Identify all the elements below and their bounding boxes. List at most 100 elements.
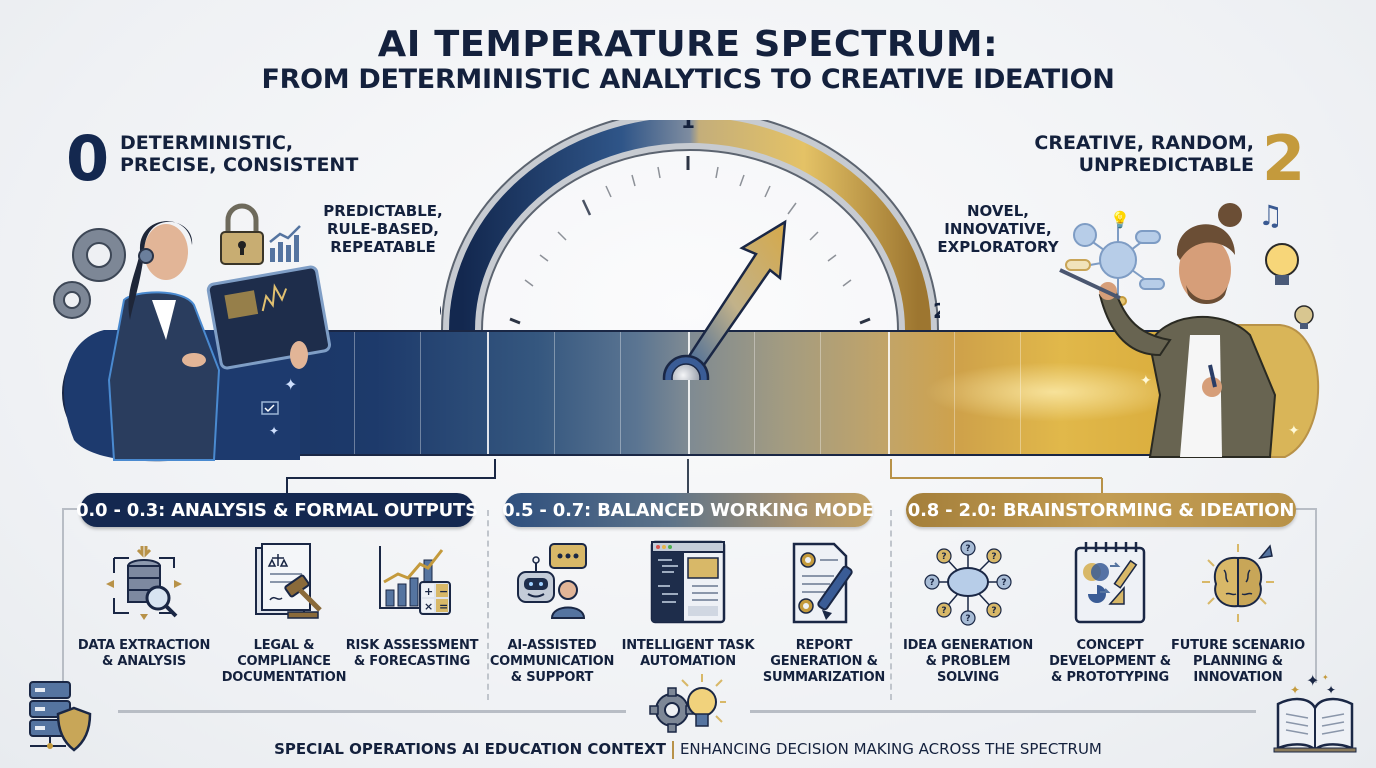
use-case-label: AI-ASSISTED COMMUNICATION & SUPPORT — [484, 638, 620, 686]
use-case-data-extraction: DATA EXTRACTION & ANALYSIS — [76, 538, 212, 670]
svg-text:?: ? — [991, 552, 996, 562]
use-case-label: DATA EXTRACTION & ANALYSIS — [76, 638, 212, 670]
rocket-icon — [1258, 544, 1273, 560]
section-divider — [487, 510, 489, 700]
svg-text:?: ? — [1001, 578, 1006, 588]
use-case-report-generation: REPORT GENERATION & SUMMARIZATION — [756, 538, 892, 686]
svg-text:+: + — [424, 585, 433, 598]
use-case-concept-development: CONCEPT DEVELOPMENT & & PROTOTYPING — [1042, 538, 1178, 686]
svg-text:=: = — [439, 600, 448, 613]
label-line: CONCEPT — [1076, 638, 1144, 653]
gauge-label-mid: 1 — [681, 120, 695, 133]
chatbot-icon — [517, 543, 587, 619]
report-pen-icon — [792, 542, 853, 624]
svg-text:✦: ✦ — [1322, 673, 1329, 682]
left-extreme-value: 0 — [66, 122, 110, 195]
bar-divider — [820, 332, 821, 454]
range-pill-balanced: 0.5 - 0.7: BALANCED WORKING MODE — [502, 493, 874, 527]
right-trait: NOVEL, — [966, 202, 1029, 220]
stylus-icon — [1059, 268, 1121, 300]
creative-man-illustration: 💡 ♫ ✦ ✦ — [1059, 199, 1320, 458]
left-extreme-heading: DETERMINISTIC, PRECISE, CONSISTENT — [120, 132, 358, 177]
analyst-woman-illustration: ✦ ✦ — [53, 203, 332, 462]
connector-range-1 — [286, 459, 496, 479]
footer-divider-right — [750, 710, 1256, 713]
frame-line — [1296, 508, 1316, 510]
svg-text:−: − — [439, 585, 448, 598]
label-line: & PROTOTYPING — [1051, 669, 1169, 685]
sparkle-icon: ✦ — [1140, 373, 1152, 389]
connector-range-3-stem — [1101, 478, 1103, 494]
left-traits: PREDICTABLE, RULE-BASED, REPEATABLE — [318, 202, 448, 256]
frame-line — [1315, 508, 1317, 683]
use-case-label: IDEA GENERATION & PROBLEM SOLVING — [900, 638, 1036, 686]
use-case-label: INTELLIGENT TASK AUTOMATION — [620, 638, 756, 670]
use-case-ai-communication: AI-ASSISTED COMMUNICATION & SUPPORT — [484, 538, 620, 686]
temperature-gauge: 1 0 2 — [440, 120, 940, 380]
use-case-legal-compliance: LEGAL & COMPLIANCE DOCUMENTATION — [216, 538, 352, 686]
server-shield-icon — [29, 681, 92, 752]
svg-text:?: ? — [965, 614, 970, 624]
lightbulb-icon — [1265, 243, 1299, 285]
label-line: DOCUMENTATION — [221, 669, 347, 685]
right-trait: INNOVATIVE, — [944, 220, 1052, 238]
concept-notepad-icon — [1074, 542, 1146, 624]
label-line: AI-ASSISTED — [507, 638, 597, 653]
right-heading-line2: UNPREDICTABLE — [1078, 153, 1254, 176]
svg-text:×: × — [424, 600, 433, 613]
label-line: PLANNING & — [1193, 653, 1283, 669]
right-extreme-value: 2 — [1262, 122, 1306, 195]
range-pill-analysis: 0.0 - 0.3: ANALYSIS & FORMAL OUTPUTS — [76, 493, 478, 527]
lightbulb-small-icon: 💡 — [1110, 210, 1130, 229]
use-case-future-scenario: FUTURE SCENARIO PLANNING & INNOVATION — [1170, 538, 1306, 686]
checkbox-icon — [261, 401, 279, 415]
bar-divider — [620, 332, 621, 454]
gauge-label-max: 2 — [933, 299, 940, 323]
right-traits: NOVEL, INNOVATIVE, EXPLORATORY — [928, 202, 1068, 256]
bar-divider — [1020, 332, 1021, 454]
connector-range-2 — [687, 459, 689, 493]
svg-text:?: ? — [991, 606, 996, 616]
use-case-label: FUTURE SCENARIO PLANNING & INNOVATION — [1170, 638, 1306, 686]
left-trait: PREDICTABLE, — [323, 202, 443, 220]
page-title: AI TEMPERATURE SPECTRUM: — [377, 24, 999, 65]
bar-divider — [554, 332, 555, 454]
sparkle-icon: ✦ — [1288, 423, 1300, 439]
left-heading-line1: DETERMINISTIC, — [120, 132, 294, 154]
mind-map-icon — [1065, 223, 1165, 306]
frame-line — [62, 508, 64, 683]
bar-divider — [354, 332, 355, 454]
forecast-chart-icon: + − × = — [379, 546, 451, 615]
use-case-risk-forecasting: + − × = RISK ASSESSMENT & FORECASTING — [344, 538, 480, 670]
label-line: REPORT — [795, 638, 853, 653]
use-case-label: REPORT GENERATION & SUMMARIZATION — [756, 638, 892, 686]
label-line: COMMUNICATION — [489, 653, 615, 669]
svg-text:?: ? — [941, 552, 946, 562]
gauge-hub — [671, 363, 701, 380]
automation-window-icon — [650, 540, 726, 624]
svg-text:✦: ✦ — [1326, 683, 1336, 697]
brain-questions-icon: ???????? — [924, 540, 1012, 626]
frame-line — [62, 508, 82, 510]
open-book-icon: ✦ ✦ ✦✦ — [1273, 672, 1357, 753]
footer-divider-left — [118, 710, 626, 713]
label-line: & ANALYSIS — [101, 653, 187, 669]
legal-gavel-icon — [255, 543, 322, 619]
use-case-label: RISK ASSESSMENT & FORECASTING — [344, 638, 480, 670]
label-line: GENERATION & — [770, 653, 878, 669]
lock-icon — [220, 203, 264, 265]
database-search-icon — [106, 546, 182, 620]
label-line: SOLVING — [937, 669, 999, 685]
bar-divider — [754, 332, 755, 454]
gauge-needle — [662, 219, 787, 380]
left-trait: REPEATABLE — [330, 238, 436, 256]
label-line: & FORECASTING — [353, 653, 471, 669]
bar-chart-icon — [269, 225, 301, 262]
right-heading-line1: CREATIVE, RANDOM, — [1034, 132, 1254, 154]
brain-rocket-icon — [1202, 544, 1274, 622]
sparkle-icon: ✦ — [284, 375, 297, 394]
label-line: & PROBLEM — [925, 653, 1011, 669]
range-pill-brainstorming: 0.8 - 2.0: BRAINSTORMING & IDEATION — [906, 493, 1296, 527]
lightbulb-icon — [1294, 305, 1314, 329]
right-trait: EXPLORATORY — [937, 238, 1059, 256]
